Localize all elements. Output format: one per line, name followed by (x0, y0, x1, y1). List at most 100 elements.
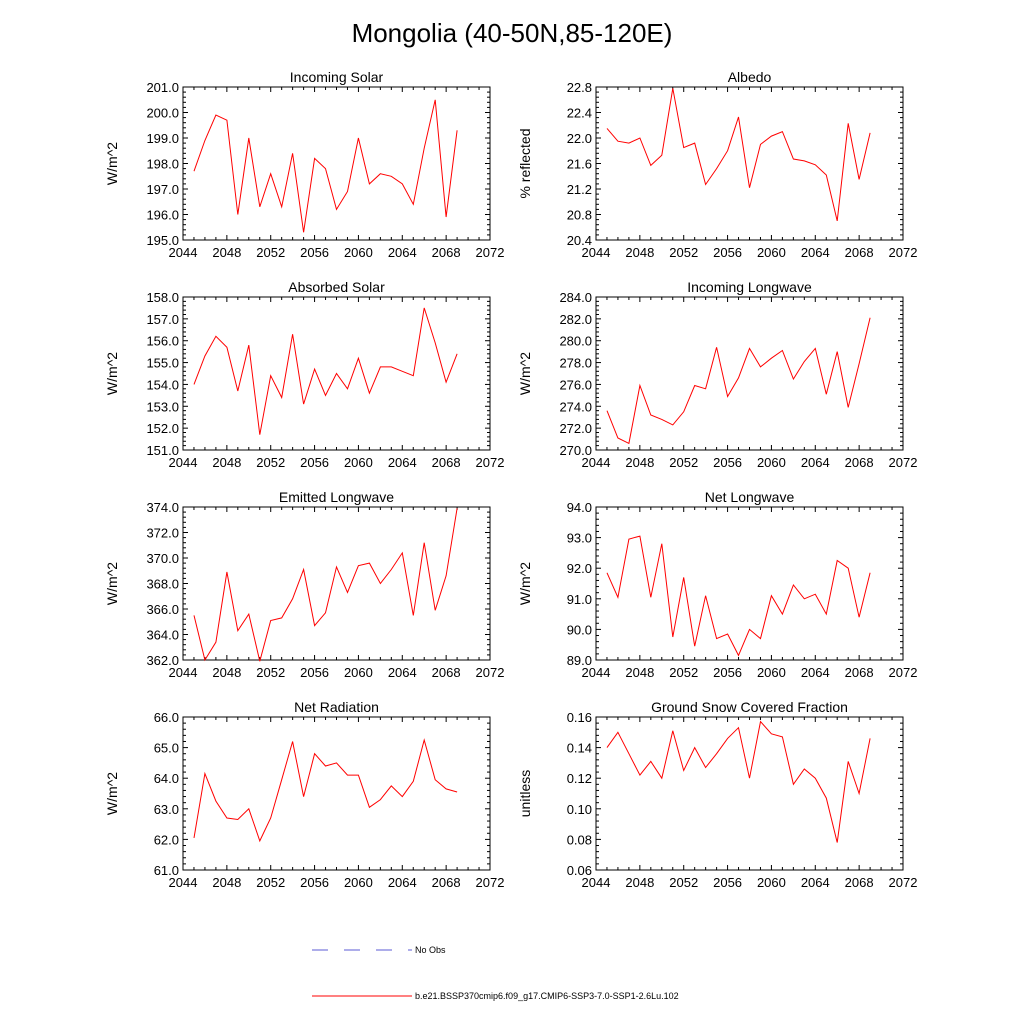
series-line (606, 720, 871, 843)
y-tick-label: 22.4 (567, 106, 592, 121)
y-tick-label: 21.6 (567, 157, 592, 172)
panel-title: Incoming Longwave (687, 279, 812, 295)
y-tick-label: 90.0 (567, 622, 592, 637)
plot-frame (595, 506, 904, 661)
series-line (606, 535, 871, 657)
x-tick-label: 2072 (476, 245, 505, 260)
x-tick-label: 2060 (344, 875, 373, 890)
panel-incoming-solar: Incoming Solar W/m^2 2044 2048 2052 2056 2060 2… (104, 69, 504, 260)
y-tick-label: 0.08 (567, 832, 592, 847)
x-tick-label: 2068 (845, 875, 874, 890)
x-tick-label: 2056 (300, 665, 329, 680)
x-tick-label: 2064 (388, 455, 417, 470)
x-tick-label: 2048 (625, 245, 654, 260)
x-tick-label: 2052 (669, 245, 698, 260)
x-tick-label: 2044 (582, 875, 611, 890)
plot-frame (595, 86, 904, 241)
x-tick-label: 2056 (300, 455, 329, 470)
panel-title: Net Radiation (294, 699, 379, 715)
y-tick-label: 20.8 (567, 208, 592, 223)
y-tick-label: 158.0 (146, 290, 179, 305)
y-tick-label: 195.0 (146, 233, 179, 248)
y-axis-label: W/m^2 (517, 562, 533, 605)
y-tick-label: 63.0 (154, 802, 179, 817)
x-tick-label: 2072 (476, 665, 505, 680)
y-tick-label: 0.12 (567, 771, 592, 786)
x-tick-label: 2072 (889, 455, 918, 470)
legend-label-no-obs: No Obs (415, 945, 446, 955)
y-tick-label: 92.0 (567, 561, 592, 576)
y-tick-label: 152.0 (146, 421, 179, 436)
x-tick-label: 2048 (212, 875, 241, 890)
x-tick-label: 2060 (757, 245, 786, 260)
panel-title: Ground Snow Covered Fraction (651, 699, 848, 715)
x-tick-label: 2052 (669, 665, 698, 680)
y-tick-label: 366.0 (146, 602, 179, 617)
x-tick-label: 2052 (256, 455, 285, 470)
y-tick-label: 154.0 (146, 377, 179, 392)
y-axis-label: W/m^2 (104, 352, 120, 395)
y-tick-label: 91.0 (567, 592, 592, 607)
panel-emitted-longwave: Emitted Longwave W/m^2 2044 2048 2052 2056 206… (104, 489, 504, 680)
panel-title: Albedo (728, 69, 772, 85)
panel-title: Absorbed Solar (288, 279, 385, 295)
y-tick-label: 284.0 (559, 290, 592, 305)
x-tick-label: 2048 (625, 875, 654, 890)
x-tick-label: 2064 (801, 875, 830, 890)
panel-net-radiation: Net Radiation W/m^2 2044 2048 2052 2056 2060 20… (104, 699, 504, 890)
series-line (193, 738, 458, 843)
x-tick-label: 2052 (256, 665, 285, 680)
x-tick-label: 2052 (669, 455, 698, 470)
x-tick-label: 2068 (432, 665, 461, 680)
y-tick-label: 282.0 (559, 312, 592, 327)
y-tick-label: 362.0 (146, 653, 179, 668)
panel-albedo: Albedo % reflected 2044 2048 2052 2056 2060 206… (517, 69, 917, 260)
y-tick-label: 198.0 (146, 157, 179, 172)
x-tick-label: 2052 (256, 245, 285, 260)
series-line (193, 99, 458, 233)
y-tick-label: 151.0 (146, 443, 179, 458)
y-tick-label: 66.0 (154, 710, 179, 725)
panel-ground-snow-covered-fraction: Ground Snow Covered Fraction unitless 2044… (517, 699, 917, 890)
panel-title: Incoming Solar (290, 69, 384, 85)
y-tick-label: 196.0 (146, 208, 179, 223)
y-tick-label: 370.0 (146, 551, 179, 566)
x-tick-label: 2060 (344, 245, 373, 260)
x-tick-label: 2056 (713, 665, 742, 680)
x-tick-label: 2044 (169, 665, 198, 680)
y-axis-label: W/m^2 (517, 352, 533, 395)
panel-absorbed-solar: Absorbed Solar W/m^2 2044 2048 2052 2056 2060 2… (104, 279, 504, 470)
y-axis-label: % reflected (517, 128, 533, 198)
y-tick-label: 197.0 (146, 182, 179, 197)
x-tick-label: 2072 (889, 245, 918, 260)
x-tick-label: 2072 (476, 455, 505, 470)
x-tick-label: 2064 (801, 665, 830, 680)
x-tick-label: 2068 (845, 665, 874, 680)
y-tick-label: 155.0 (146, 356, 179, 371)
x-tick-label: 2060 (757, 875, 786, 890)
figure-title: Mongolia (40-50N,85-120E) (352, 18, 673, 48)
x-tick-label: 2072 (889, 875, 918, 890)
y-tick-label: 364.0 (146, 628, 179, 643)
x-tick-label: 2060 (757, 665, 786, 680)
y-tick-label: 0.10 (567, 802, 592, 817)
x-tick-label: 2056 (300, 875, 329, 890)
series-line (193, 307, 458, 435)
x-tick-label: 2060 (757, 455, 786, 470)
y-tick-label: 372.0 (146, 526, 179, 541)
y-tick-label: 280.0 (559, 334, 592, 349)
y-tick-label: 62.0 (154, 832, 179, 847)
y-tick-label: 0.06 (567, 863, 592, 878)
y-axis-label: W/m^2 (104, 142, 120, 185)
y-tick-label: 22.0 (567, 131, 592, 146)
x-tick-label: 2060 (344, 665, 373, 680)
x-tick-label: 2064 (388, 665, 417, 680)
x-tick-label: 2064 (388, 245, 417, 260)
x-tick-label: 2048 (212, 455, 241, 470)
panel-title: Net Longwave (705, 489, 795, 505)
panel-net-longwave: Net Longwave W/m^2 2044 2048 2052 2056 2060 206… (517, 489, 917, 680)
legend-label-run: b.e21.BSSP370cmip6.f09_g17.CMIP6-SSP3-7.… (415, 991, 679, 1001)
x-tick-label: 2068 (432, 455, 461, 470)
y-tick-label: 93.0 (567, 531, 592, 546)
